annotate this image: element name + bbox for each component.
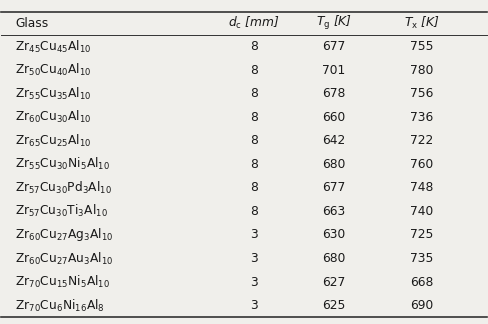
Text: 748: 748 — [410, 181, 433, 194]
Text: 8: 8 — [250, 134, 258, 147]
Text: $\mathrm{Zr}_{57}\mathrm{Cu}_{30}\mathrm{Pd}_{3}\mathrm{Al}_{10}$: $\mathrm{Zr}_{57}\mathrm{Cu}_{30}\mathrm… — [15, 180, 112, 196]
Text: 725: 725 — [410, 228, 433, 241]
Text: 756: 756 — [410, 87, 433, 100]
Text: $T_{\mathrm{x}}$ [K]: $T_{\mathrm{x}}$ [K] — [404, 15, 440, 31]
Text: 8: 8 — [250, 205, 258, 218]
Text: 3: 3 — [250, 275, 258, 288]
Text: 660: 660 — [323, 111, 346, 124]
Text: 3: 3 — [250, 228, 258, 241]
Text: $\mathrm{Zr}_{55}\mathrm{Cu}_{30}\mathrm{Ni}_{5}\mathrm{Al}_{10}$: $\mathrm{Zr}_{55}\mathrm{Cu}_{30}\mathrm… — [15, 156, 110, 172]
Text: 680: 680 — [323, 158, 346, 171]
Text: 677: 677 — [323, 40, 346, 53]
Text: 740: 740 — [410, 205, 433, 218]
Text: $d_{\mathrm{c}}$ [mm]: $d_{\mathrm{c}}$ [mm] — [228, 15, 280, 31]
Text: 625: 625 — [323, 299, 346, 312]
Text: 690: 690 — [410, 299, 433, 312]
Text: 680: 680 — [323, 252, 346, 265]
Text: 3: 3 — [250, 252, 258, 265]
Text: Glass: Glass — [15, 17, 48, 30]
Text: 8: 8 — [250, 158, 258, 171]
Text: 677: 677 — [323, 181, 346, 194]
Text: 722: 722 — [410, 134, 433, 147]
Text: 755: 755 — [410, 40, 433, 53]
Text: 642: 642 — [323, 134, 346, 147]
Text: 780: 780 — [410, 64, 433, 76]
Text: $\mathrm{Zr}_{45}\mathrm{Cu}_{45}\mathrm{Al}_{10}$: $\mathrm{Zr}_{45}\mathrm{Cu}_{45}\mathrm… — [15, 39, 92, 54]
Text: 736: 736 — [410, 111, 433, 124]
Text: 8: 8 — [250, 87, 258, 100]
Text: 663: 663 — [323, 205, 346, 218]
Text: $\mathrm{Zr}_{70}\mathrm{Cu}_{15}\mathrm{Ni}_{5}\mathrm{Al}_{10}$: $\mathrm{Zr}_{70}\mathrm{Cu}_{15}\mathrm… — [15, 274, 110, 290]
Text: 678: 678 — [323, 87, 346, 100]
Text: $\mathrm{Zr}_{57}\mathrm{Cu}_{30}\mathrm{Ti}_{3}\mathrm{Al}_{10}$: $\mathrm{Zr}_{57}\mathrm{Cu}_{30}\mathrm… — [15, 203, 108, 219]
Text: 735: 735 — [410, 252, 433, 265]
Text: 8: 8 — [250, 111, 258, 124]
Text: 701: 701 — [323, 64, 346, 76]
Text: $\mathrm{Zr}_{55}\mathrm{Cu}_{35}\mathrm{Al}_{10}$: $\mathrm{Zr}_{55}\mathrm{Cu}_{35}\mathrm… — [15, 86, 92, 102]
Text: 3: 3 — [250, 299, 258, 312]
Text: $\mathrm{Zr}_{70}\mathrm{Cu}_{6}\mathrm{Ni}_{16}\mathrm{Al}_{8}$: $\mathrm{Zr}_{70}\mathrm{Cu}_{6}\mathrm{… — [15, 297, 105, 314]
Text: 630: 630 — [323, 228, 346, 241]
Text: $\mathrm{Zr}_{60}\mathrm{Cu}_{27}\mathrm{Au}_{3}\mathrm{Al}_{10}$: $\mathrm{Zr}_{60}\mathrm{Cu}_{27}\mathrm… — [15, 250, 114, 267]
Text: 8: 8 — [250, 181, 258, 194]
Text: $\mathrm{Zr}_{60}\mathrm{Cu}_{30}\mathrm{Al}_{10}$: $\mathrm{Zr}_{60}\mathrm{Cu}_{30}\mathrm… — [15, 109, 92, 125]
Text: 760: 760 — [410, 158, 433, 171]
Text: 627: 627 — [323, 275, 346, 288]
Text: 668: 668 — [410, 275, 433, 288]
Text: $\mathrm{Zr}_{60}\mathrm{Cu}_{27}\mathrm{Ag}_{3}\mathrm{Al}_{10}$: $\mathrm{Zr}_{60}\mathrm{Cu}_{27}\mathrm… — [15, 226, 114, 243]
Text: $\mathrm{Zr}_{65}\mathrm{Cu}_{25}\mathrm{Al}_{10}$: $\mathrm{Zr}_{65}\mathrm{Cu}_{25}\mathrm… — [15, 133, 92, 149]
Text: $T_{\mathrm{g}}$ [K]: $T_{\mathrm{g}}$ [K] — [316, 14, 352, 32]
Text: 8: 8 — [250, 40, 258, 53]
Text: $\mathrm{Zr}_{50}\mathrm{Cu}_{40}\mathrm{Al}_{10}$: $\mathrm{Zr}_{50}\mathrm{Cu}_{40}\mathrm… — [15, 62, 92, 78]
Text: 8: 8 — [250, 64, 258, 76]
